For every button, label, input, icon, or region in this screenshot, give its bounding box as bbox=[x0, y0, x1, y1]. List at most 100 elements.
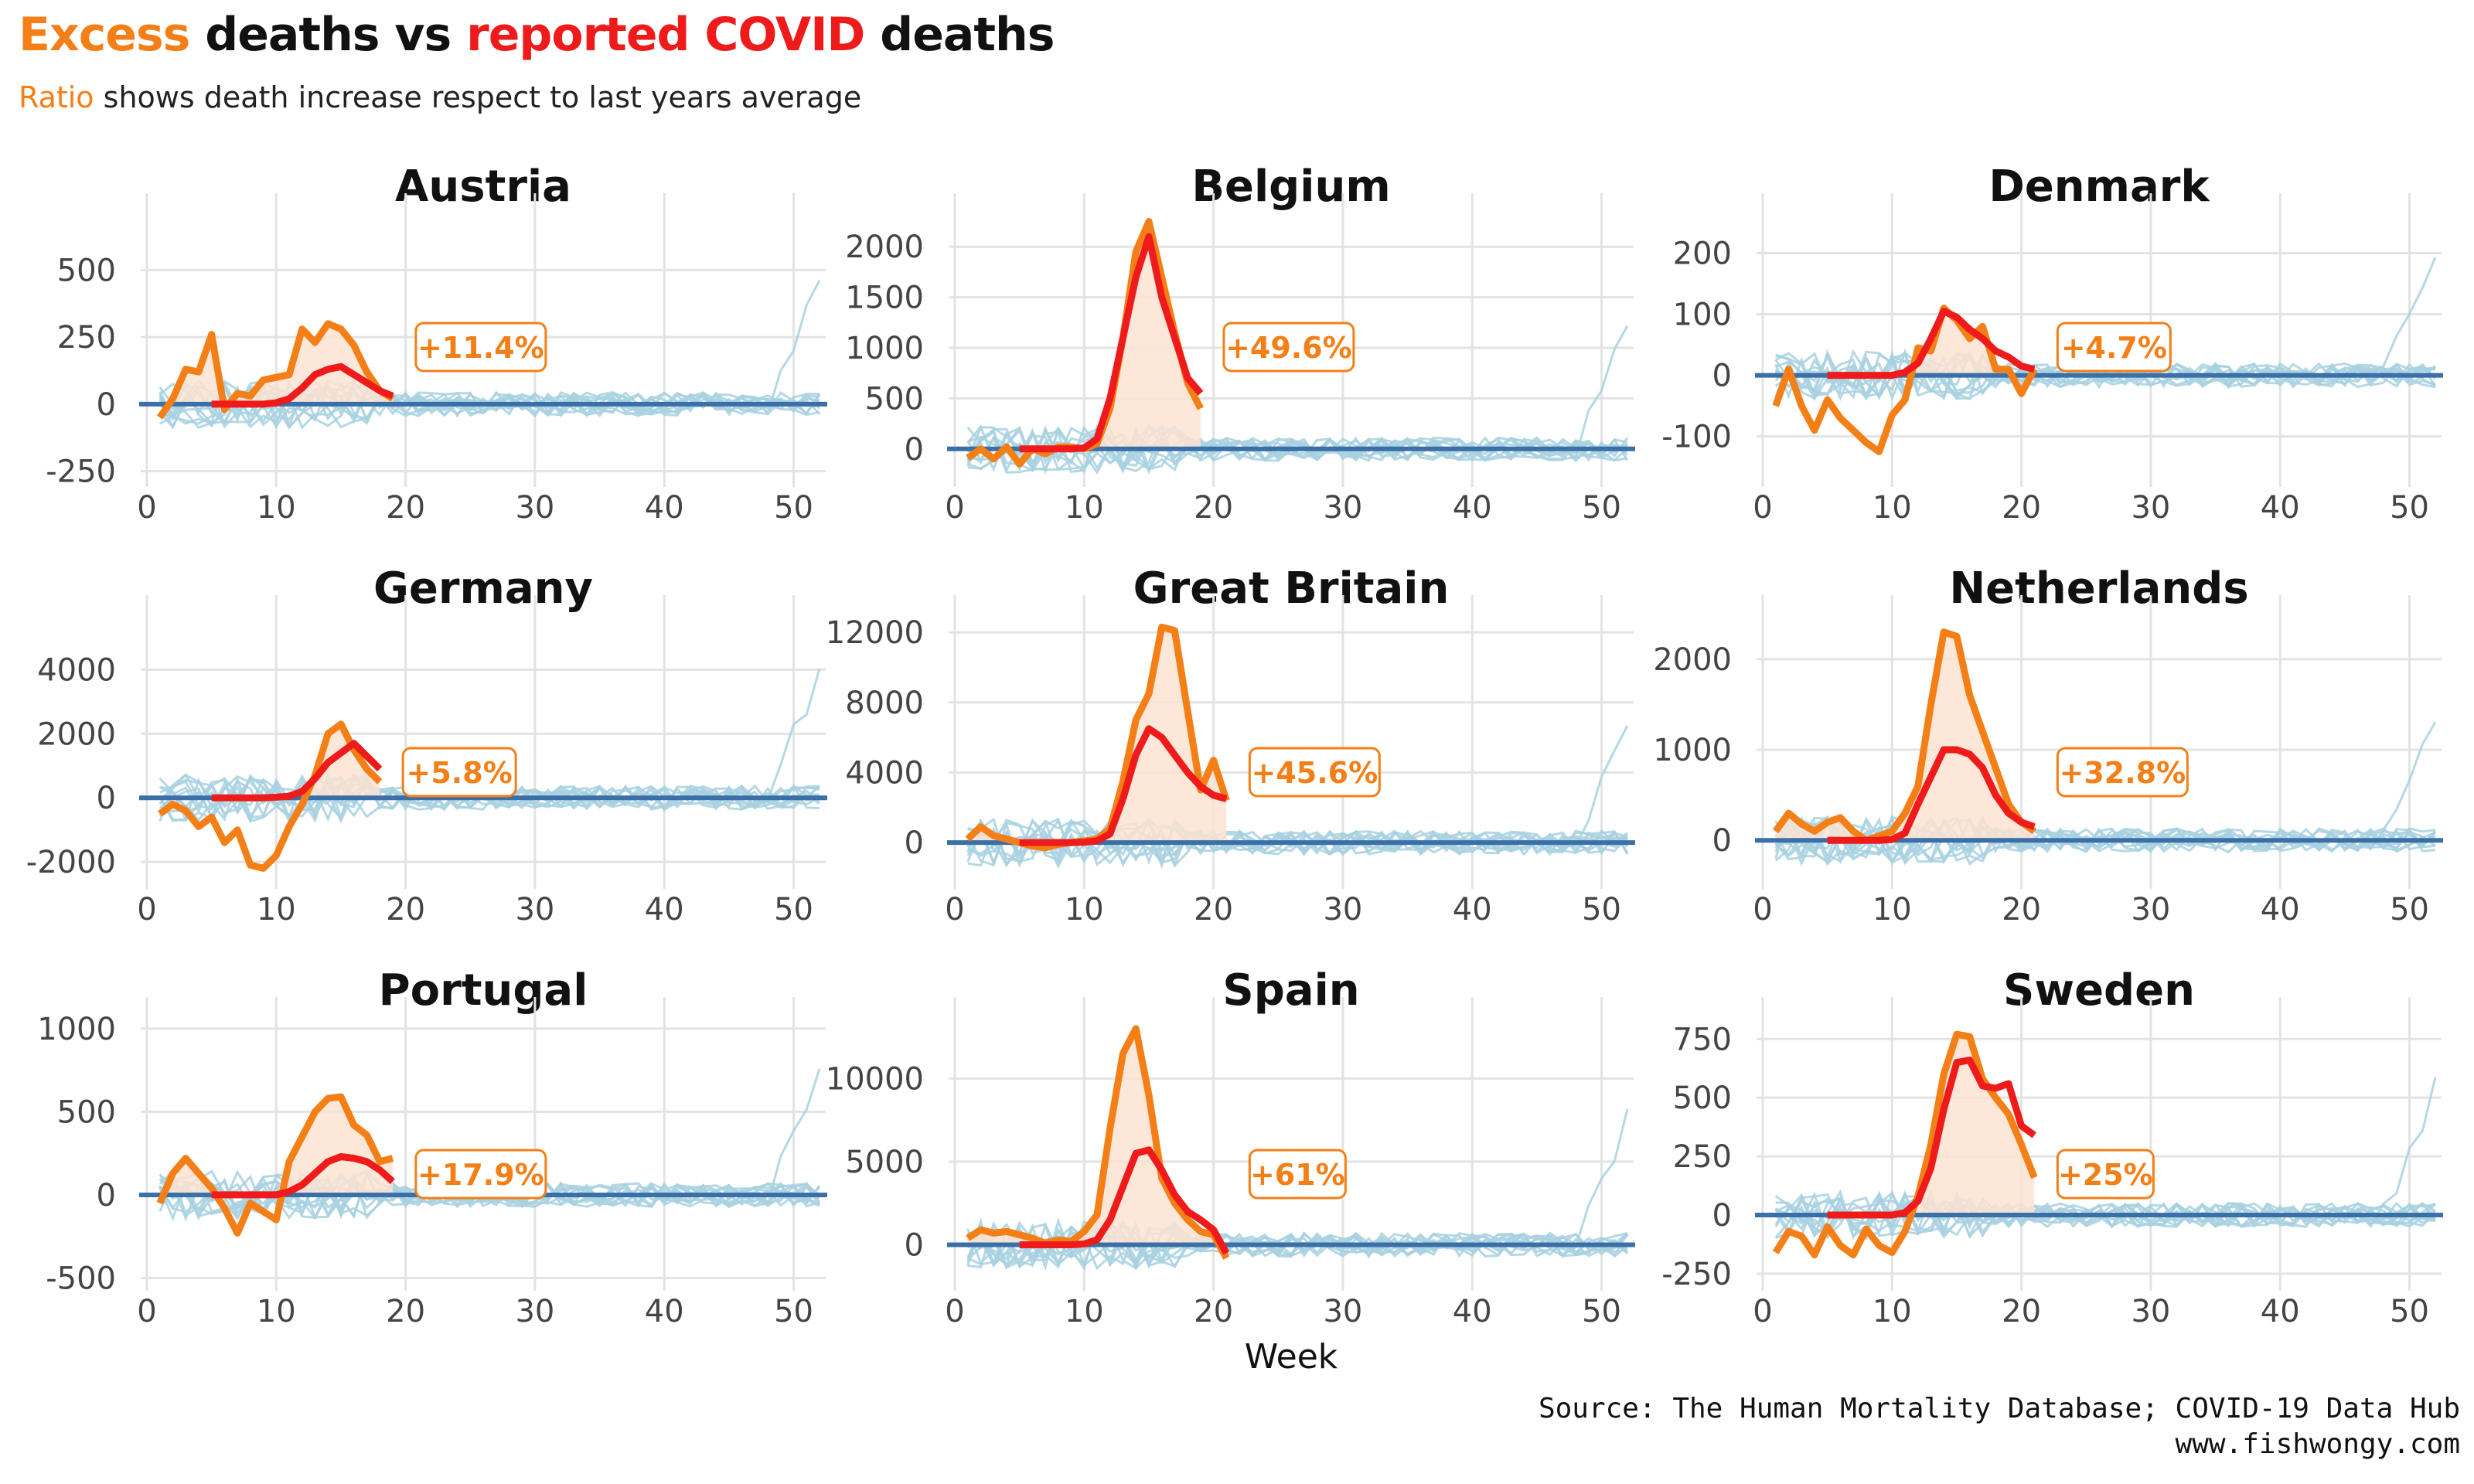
x-tick-label: 40 bbox=[1453, 490, 1492, 526]
ratio-label: +17.9% bbox=[417, 1158, 544, 1192]
x-tick-label: 40 bbox=[1453, 892, 1492, 928]
x-tick-label: 30 bbox=[1323, 1294, 1362, 1329]
panel-title: Austria bbox=[395, 162, 571, 212]
covid-deaths-line bbox=[1827, 746, 2036, 844]
x-tick-label: 0 bbox=[137, 1294, 156, 1329]
panel-title: Portugal bbox=[379, 965, 588, 1016]
y-tick-label: 1000 bbox=[845, 331, 924, 366]
panel-title: Great Britain bbox=[1133, 563, 1450, 614]
x-tick-label: 20 bbox=[386, 490, 425, 526]
y-tick-label: 500 bbox=[1673, 1081, 1732, 1116]
x-tick-label: 0 bbox=[945, 490, 964, 526]
x-tick-label: 20 bbox=[1194, 1294, 1233, 1329]
ratio-label-box bbox=[1248, 1149, 1347, 1200]
panel-spain: Spain 0 5000 10000 0 10 20 30 40 50 +61% Week bbox=[826, 965, 1635, 1377]
x-tick-label: 20 bbox=[2002, 490, 2041, 526]
y-tick-label: -250 bbox=[46, 454, 116, 490]
x-tick-label: 30 bbox=[2131, 490, 2170, 526]
y-tick-label: -100 bbox=[1661, 420, 1732, 455]
panel-great-britain: Great Britain 0 4000 8000 12000 0 10 20 30 40 50 +4… bbox=[826, 563, 1635, 928]
x-tick-label: 50 bbox=[2390, 892, 2429, 928]
x-tick-label: 30 bbox=[1323, 892, 1362, 928]
ratio-label-box bbox=[414, 322, 547, 373]
excess-area bbox=[967, 1028, 1227, 1245]
x-tick-label: 10 bbox=[257, 1294, 296, 1329]
covid-deaths-line bbox=[211, 740, 383, 802]
panel-sweden: Sweden -250 0 250 500 750 0 10 20 30 40 50 +25% bbox=[1661, 965, 2443, 1329]
x-tick-label: 30 bbox=[515, 892, 554, 928]
ratio-label-box bbox=[2056, 1149, 2155, 1200]
covid-deaths-line bbox=[1019, 233, 1204, 453]
chart-subtitle: Ratio shows death increase respect to la… bbox=[19, 80, 861, 114]
excess-deaths-line bbox=[156, 320, 395, 420]
excess-area bbox=[1775, 1034, 2035, 1215]
ratio-label-box bbox=[2056, 322, 2172, 373]
excess-area bbox=[159, 1097, 393, 1195]
chart-title: Excess deaths vs reported COVID deaths bbox=[19, 8, 1055, 62]
x-tick-label: 40 bbox=[645, 1294, 684, 1329]
y-tick-label: 0 bbox=[905, 825, 924, 861]
y-tick-label: 2000 bbox=[37, 716, 116, 752]
source-caption: Source: The Human Mortality Database; CO… bbox=[1539, 1391, 2460, 1462]
x-tick-label: 0 bbox=[137, 490, 156, 526]
x-tick-label: 20 bbox=[386, 1294, 425, 1329]
x-tick-label: 10 bbox=[257, 892, 296, 928]
covid-deaths-line bbox=[1019, 725, 1228, 846]
panel-title: Netherlands bbox=[1949, 563, 2248, 614]
y-tick-label: 4000 bbox=[845, 755, 924, 791]
x-tick-label: 20 bbox=[1194, 892, 1233, 928]
y-tick-label: 250 bbox=[57, 320, 116, 356]
excess-deaths-line bbox=[158, 720, 383, 872]
x-tick-label: 0 bbox=[945, 892, 964, 928]
x-tick-label: 40 bbox=[2261, 490, 2300, 526]
x-tick-label: 50 bbox=[2390, 1294, 2429, 1329]
ratio-label: +49.6% bbox=[1225, 331, 1352, 365]
y-tick-label: 100 bbox=[1673, 298, 1732, 333]
y-tick-label: 10000 bbox=[826, 1061, 924, 1097]
x-tick-label: 20 bbox=[2002, 892, 2041, 928]
excess-deaths-line bbox=[156, 1093, 394, 1237]
covid-deaths-line bbox=[1827, 308, 2036, 380]
x-tick-label: 50 bbox=[1582, 892, 1621, 928]
y-tick-label: 2000 bbox=[845, 230, 924, 265]
subtitle-ratio: Ratio bbox=[19, 80, 94, 114]
y-tick-label: 0 bbox=[97, 781, 116, 816]
x-tick-label: 40 bbox=[645, 892, 684, 928]
title-covid: reported COVID bbox=[466, 8, 865, 62]
y-tick-label: 0 bbox=[905, 432, 924, 468]
x-tick-label: 10 bbox=[1065, 1294, 1104, 1329]
y-tick-label: 12000 bbox=[826, 615, 924, 651]
y-tick-label: 0 bbox=[1712, 823, 1732, 859]
x-tick-label: 40 bbox=[645, 490, 684, 526]
ratio-label: +45.6% bbox=[1252, 756, 1378, 790]
x-tick-label: 40 bbox=[2261, 1294, 2300, 1329]
panel-title: Belgium bbox=[1191, 162, 1390, 212]
excess-deaths-line bbox=[966, 1025, 1230, 1260]
source-line: Source: The Human Mortality Database; CO… bbox=[1538, 1393, 2460, 1424]
x-tick-label: 0 bbox=[1753, 892, 1772, 928]
x-tick-label: 50 bbox=[774, 892, 813, 928]
ratio-label: +25% bbox=[2058, 1158, 2153, 1192]
y-tick-label: 1000 bbox=[1653, 733, 1732, 768]
excess-area bbox=[159, 723, 380, 798]
y-tick-label: 2000 bbox=[1653, 642, 1732, 678]
panel-netherlands: Netherlands 0 1000 2000 0 10 20 30 40 50 +32.8% bbox=[1653, 563, 2443, 928]
y-tick-label: 500 bbox=[57, 1094, 116, 1130]
ratio-label: +61% bbox=[1250, 1158, 1345, 1192]
x-tick-label: 10 bbox=[1873, 490, 1912, 526]
y-tick-label: 5000 bbox=[845, 1145, 924, 1180]
ratio-label-box bbox=[1222, 322, 1355, 373]
excess-deaths-line bbox=[1772, 305, 2038, 455]
panel-denmark: Denmark -100 0 100 200 0 10 20 30 40 50 +4.7% bbox=[1661, 162, 2443, 526]
excess-area bbox=[967, 221, 1201, 449]
y-tick-label: -2000 bbox=[26, 845, 116, 880]
x-tick-label: 30 bbox=[515, 490, 554, 526]
x-tick-label: 30 bbox=[2131, 892, 2170, 928]
historical-line bbox=[966, 818, 1627, 868]
panel-title: Sweden bbox=[2003, 965, 2195, 1016]
y-tick-label: 4000 bbox=[37, 652, 116, 688]
x-tick-label: 30 bbox=[1323, 490, 1362, 526]
x-tick-label: 50 bbox=[1582, 1294, 1621, 1329]
panel-austria: Austria -250 0 250 500 0 10 20 30 40 50 +11.4% bbox=[46, 162, 827, 526]
y-tick-label: 750 bbox=[1673, 1022, 1732, 1057]
